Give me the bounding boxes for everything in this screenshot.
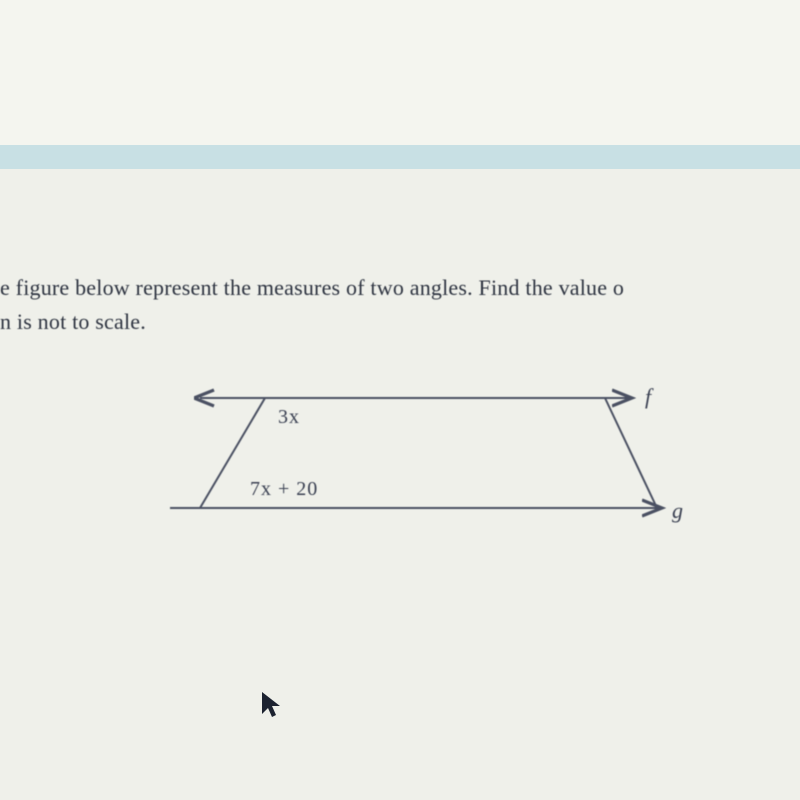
right-transversal xyxy=(605,398,657,508)
geometry-figure: 3x 7x + 20 f g xyxy=(170,380,690,540)
parallel-lines-diagram xyxy=(170,380,690,540)
problem-text-line-1: e figure below represent the measures of… xyxy=(0,270,624,305)
mouse-cursor-icon xyxy=(260,690,282,720)
problem-text-line-2: n is not to scale. xyxy=(0,304,146,339)
horizontal-divider-bar xyxy=(0,145,800,169)
ray-label-f: f xyxy=(645,384,651,410)
angle-label-bottom: 7x + 20 xyxy=(250,478,318,501)
angle-label-top: 3x xyxy=(278,406,300,429)
ray-label-g: g xyxy=(672,498,683,524)
top-whitespace-region xyxy=(0,0,800,145)
